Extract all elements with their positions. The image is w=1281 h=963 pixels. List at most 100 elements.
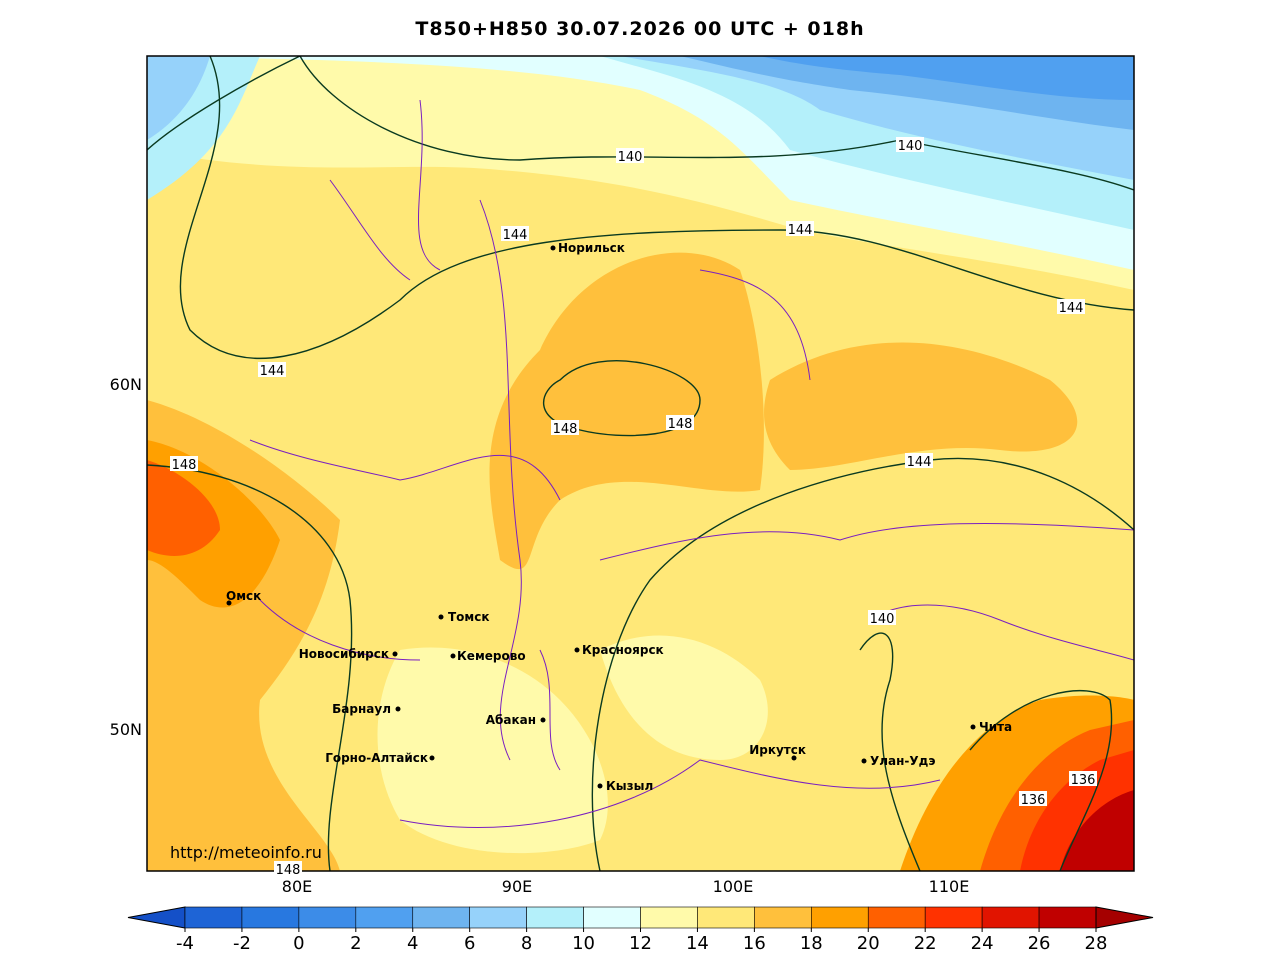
contour-label-bg	[258, 362, 286, 377]
contour-label-bg	[666, 415, 694, 430]
lon-label: 100E	[713, 877, 754, 896]
contour-label-bg	[896, 137, 924, 152]
contour-label-bg	[786, 221, 814, 236]
contour-label: 140	[898, 139, 923, 154]
title: T850+H850 30.07.2026 00 UTC + 018h	[415, 18, 864, 40]
city-dot	[550, 245, 556, 251]
colorbar-tick-label: 8	[521, 933, 532, 954]
city-dot	[429, 755, 435, 761]
contour-label: 148	[553, 422, 578, 437]
colorbar-tick-label: 26	[1028, 933, 1051, 954]
city-dot	[450, 653, 456, 659]
contour-label: 140	[870, 612, 895, 627]
colorbar-bin	[184, 906, 243, 929]
city-dot	[861, 758, 867, 764]
city-dot	[597, 783, 603, 789]
contour-label: 144	[1059, 301, 1084, 316]
contour-label: 148	[668, 417, 693, 432]
colorbar-tick-label: -4	[176, 933, 194, 954]
lat-label: 50N	[110, 720, 142, 739]
colorbar-bin	[526, 906, 584, 929]
colorbar-bin	[241, 906, 300, 929]
contour-label-bg	[170, 456, 198, 471]
colorbar-tick-label: 22	[914, 933, 937, 954]
colorbar-extend-high	[1095, 906, 1154, 929]
colorbar-bin	[298, 906, 357, 929]
contour-label-bg	[551, 420, 579, 435]
colorbar-bin	[640, 906, 698, 929]
city-dot	[226, 600, 232, 606]
city-label: Барнаул	[332, 702, 391, 716]
city-dot	[970, 724, 976, 730]
contour-label-bg	[1057, 299, 1085, 314]
map-frame	[146, 55, 1135, 872]
colorbar-tick-label: 28	[1085, 933, 1108, 954]
city-dot	[438, 614, 444, 620]
colorbar-tick-label: 14	[686, 933, 709, 954]
contour-label: 140	[618, 150, 643, 165]
city-dot	[791, 755, 797, 761]
contour-label: 144	[503, 228, 528, 243]
city-label: Горно-Алтайск	[325, 751, 428, 765]
contour-label-bg	[1019, 791, 1047, 806]
city-label: Новосибирск	[299, 647, 389, 661]
contour-label-bg	[868, 610, 896, 625]
colorbar-tick-label: 0	[293, 933, 304, 954]
city-label: Чита	[979, 720, 1012, 734]
city-dot	[540, 717, 546, 723]
colorbar-tick-label: 24	[971, 933, 994, 954]
lon-label: 80E	[282, 877, 312, 896]
colorbar-bin	[469, 906, 527, 929]
lon-label: 90E	[502, 877, 532, 896]
map-field	[147, 56, 1134, 871]
city-label: Норильск	[558, 241, 625, 255]
colorbar-tick-label: 18	[800, 933, 823, 954]
colorbar-bin	[1038, 906, 1097, 929]
colorbar-bin	[981, 906, 1040, 929]
city-dot	[574, 647, 580, 653]
contour-label-bg	[905, 453, 933, 468]
colorbar-bin	[697, 906, 755, 929]
colorbar-bin	[811, 906, 869, 929]
contour-label: 144	[788, 223, 813, 238]
contour-label-bg	[274, 861, 302, 876]
colorbar-extend-low	[127, 906, 186, 929]
colorbar-bin	[412, 906, 470, 929]
contour-label-bg	[501, 226, 529, 241]
contour-label: 148	[276, 863, 301, 878]
contour-label: 136	[1021, 793, 1046, 808]
city-dot	[395, 706, 401, 712]
colorbar-tick-label: 10	[572, 933, 595, 954]
lat-label: 60N	[110, 375, 142, 394]
colorbar-bin	[924, 906, 983, 929]
colorbar-tick-label: -2	[233, 933, 251, 954]
contour-label-bg	[1069, 771, 1097, 786]
colorbar-bin	[583, 906, 641, 929]
colorbar-bin	[355, 906, 414, 929]
colorbar-tick-label: 20	[857, 933, 880, 954]
colorbar-tick-label: 6	[464, 933, 475, 954]
city-label: Томск	[448, 610, 490, 624]
colorbar-tick-label: 2	[350, 933, 361, 954]
city-label: Омск	[226, 589, 261, 603]
city-label: Иркутск	[749, 743, 806, 757]
colorbar-tick-label: 4	[407, 933, 418, 954]
contour-label: 144	[260, 364, 285, 379]
city-label: Абакан	[486, 713, 536, 727]
colorbar-bin	[867, 906, 926, 929]
city-dot	[392, 651, 398, 657]
colorbar-bin	[754, 906, 812, 929]
colorbar-tick-label: 16	[743, 933, 766, 954]
city-label: Кызыл	[606, 779, 653, 793]
contour-label: 148	[172, 458, 197, 473]
colorbar-tick-label: 12	[629, 933, 652, 954]
contour-label: 144	[907, 455, 932, 470]
city-label: Улан-Удэ	[870, 754, 935, 768]
lon-label: 110E	[929, 877, 970, 896]
source-url: http://meteoinfo.ru	[170, 843, 322, 862]
contour-label: 136	[1071, 773, 1096, 788]
city-label: Красноярск	[582, 643, 664, 657]
contour-label-bg	[616, 148, 644, 163]
city-label: Кемерово	[457, 649, 526, 663]
